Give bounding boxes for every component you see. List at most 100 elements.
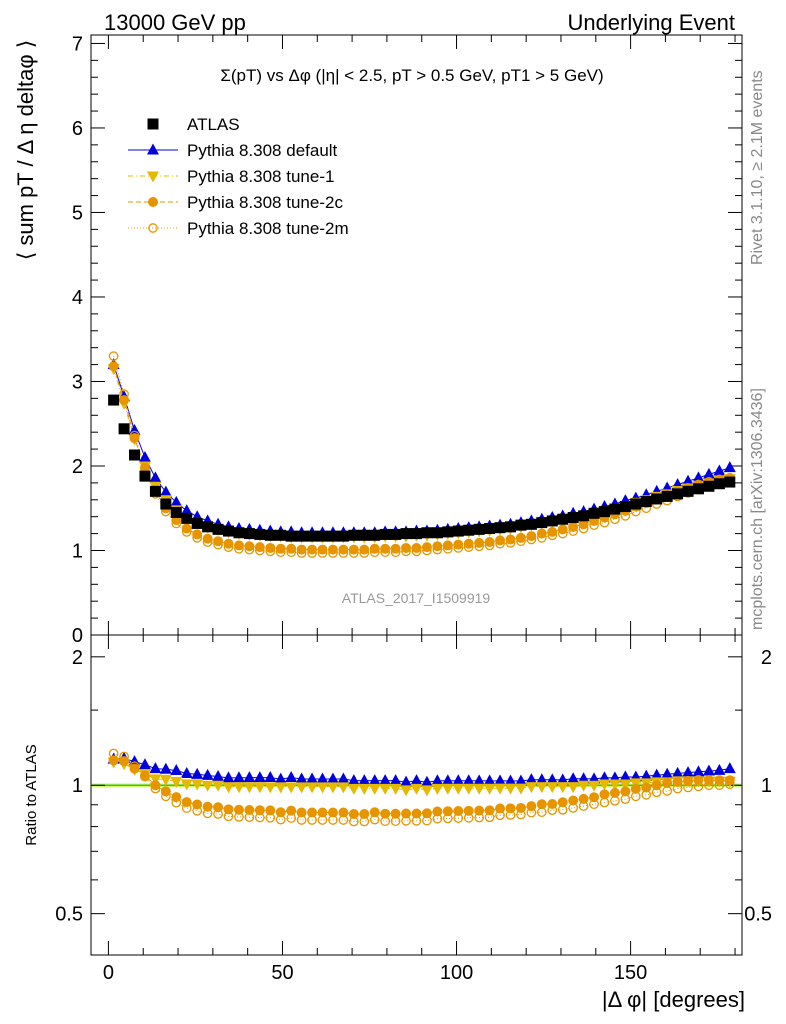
- ratio-point: [662, 777, 673, 788]
- ratio-y-axis-label: Ratio to ATLAS: [23, 744, 40, 845]
- ratio-point: [264, 771, 277, 783]
- ratio-point: [222, 782, 235, 794]
- ratio-point: [410, 783, 423, 795]
- ratio-point: [275, 807, 286, 818]
- data-point: [264, 529, 276, 541]
- ratio-point: [140, 771, 150, 782]
- data-point: [129, 433, 140, 444]
- data-point: [379, 528, 391, 540]
- ratio-point: [452, 783, 465, 795]
- data-point: [453, 539, 464, 550]
- data-point: [296, 544, 307, 555]
- data-point: [536, 532, 547, 543]
- data-point: [307, 548, 317, 558]
- data-point: [149, 471, 162, 483]
- ratio-point: [108, 755, 119, 766]
- data-point: [254, 542, 265, 553]
- ratio-point: [274, 782, 287, 794]
- ratio-point: [640, 769, 653, 781]
- ratio-point: [411, 816, 422, 826]
- ratio-point: [368, 774, 381, 786]
- ratio-point: [431, 774, 444, 786]
- data-point: [181, 527, 192, 537]
- ratio-point: [683, 782, 693, 793]
- data-point: [702, 467, 715, 479]
- ratio-point: [525, 782, 538, 794]
- ratio-point: [588, 772, 601, 784]
- data-point: [515, 519, 527, 531]
- ratio-point: [620, 794, 631, 805]
- ratio-point: [536, 799, 547, 810]
- ratio-point: [306, 772, 319, 784]
- ratio-point: [484, 812, 495, 823]
- data-point: [359, 548, 370, 558]
- ratio-point: [317, 815, 328, 825]
- data-point: [275, 547, 286, 558]
- ratio-point: [619, 779, 632, 791]
- ratio-point: [348, 809, 359, 820]
- ratio-series-line: [113, 753, 730, 822]
- ratio-point: [588, 780, 601, 792]
- ratio-point: [557, 804, 568, 815]
- data-point: [546, 515, 558, 527]
- ratio-point: [514, 783, 527, 795]
- ratio-point: [222, 771, 235, 783]
- legend-label: Pythia 8.308 tune-2m: [187, 219, 349, 238]
- legend-label: Pythia 8.308 default: [187, 141, 338, 160]
- data-point: [338, 548, 349, 558]
- header-right: Underlying Event: [567, 10, 735, 35]
- ratio-point: [359, 816, 370, 827]
- ratio-point: [253, 782, 266, 794]
- data-point: [296, 548, 307, 558]
- ratio-point: [244, 804, 255, 815]
- ratio-point: [180, 779, 193, 791]
- ratio-point: [453, 806, 464, 817]
- ratio-point: [243, 771, 256, 783]
- ratio-point: [630, 783, 641, 794]
- ratio-point: [704, 780, 714, 791]
- ratio-point: [505, 803, 516, 814]
- data-point: [452, 525, 464, 537]
- data-point: [474, 537, 485, 548]
- ratio-point: [692, 765, 705, 777]
- data-point: [505, 538, 516, 548]
- data-point: [369, 529, 381, 541]
- data-point: [473, 523, 485, 535]
- ratio-point: [170, 776, 183, 788]
- data-point: [578, 523, 589, 534]
- ratio-point: [286, 813, 297, 823]
- data-point: [547, 526, 558, 537]
- ratio-point: [180, 767, 193, 779]
- ratio-point: [369, 807, 380, 818]
- ratio-point: [431, 783, 444, 795]
- data-point: [411, 546, 422, 557]
- ratio-point: [547, 805, 558, 816]
- ratio-point: [421, 808, 432, 819]
- ratio-point: [441, 774, 454, 786]
- data-point: [254, 545, 265, 556]
- data-point: [192, 529, 203, 540]
- ratio-point: [275, 814, 286, 825]
- ratio-point: [577, 780, 590, 792]
- ratio-point: [223, 804, 234, 815]
- legend-label: Pythia 8.308 tune-1: [187, 167, 334, 186]
- ratio-point: [348, 816, 359, 827]
- ratio-point: [254, 805, 265, 816]
- ratio-point: [535, 782, 548, 794]
- ratio-point: [337, 772, 350, 784]
- data-point: [682, 485, 694, 497]
- ratio-point: [285, 782, 298, 794]
- data-point: [369, 543, 380, 554]
- ratio-point: [589, 792, 600, 803]
- ratio-point: [232, 782, 245, 794]
- ratio-y-tick-label: 2: [72, 647, 83, 669]
- ratio-point: [160, 791, 171, 802]
- data-point: [557, 528, 568, 539]
- ratio-point: [400, 785, 413, 797]
- data-point: [713, 464, 726, 476]
- ratio-point: [306, 782, 319, 794]
- ratio-point: [650, 768, 663, 780]
- ratio-point: [254, 812, 265, 823]
- ratio-point: [577, 772, 590, 784]
